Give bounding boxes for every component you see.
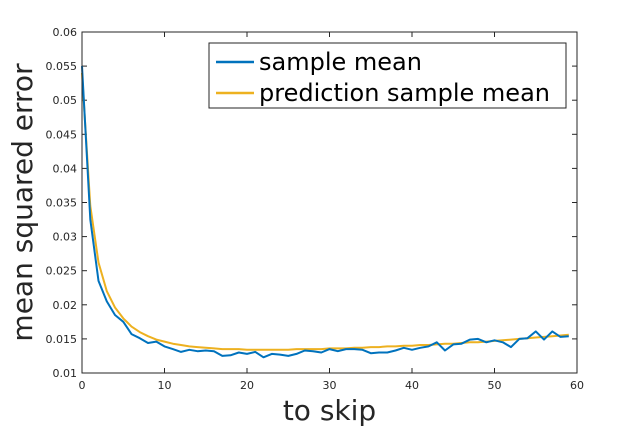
legend-label: sample mean bbox=[259, 48, 422, 76]
legend: sample mean prediction sample mean bbox=[208, 42, 567, 109]
y-tick-label: 0.035 bbox=[46, 197, 78, 210]
x-axis-label: to skip bbox=[283, 394, 376, 427]
x-tick-label: 10 bbox=[158, 379, 172, 392]
x-tick-label: 40 bbox=[405, 379, 419, 392]
y-tick-label: 0.01 bbox=[53, 367, 78, 380]
y-tick-label: 0.06 bbox=[53, 26, 78, 39]
axis-ticks: 0 10 20 30 40 50 60 0.01 0.015 0.02 0.025 0.03 0.035… bbox=[46, 26, 585, 392]
series-line-prediction-sample-mean bbox=[81, 72, 569, 351]
y-tick-label: 0.04 bbox=[53, 162, 78, 175]
y-tick-label: 0.03 bbox=[53, 231, 78, 244]
y-tick-label: 0.045 bbox=[46, 128, 78, 141]
axes-box bbox=[81, 31, 578, 374]
x-tick-label: 30 bbox=[323, 379, 337, 392]
plot-area bbox=[81, 66, 569, 359]
x-tick-label: 50 bbox=[488, 379, 502, 392]
y-tick-label: 0.02 bbox=[53, 299, 78, 312]
legend-label: prediction sample mean bbox=[259, 79, 550, 107]
y-tick-label: 0.015 bbox=[46, 333, 78, 346]
y-tick-label: 0.05 bbox=[53, 94, 78, 107]
y-tick-label: 0.025 bbox=[46, 265, 78, 278]
y-tick-label: 0.055 bbox=[46, 60, 78, 73]
x-tick-label: 60 bbox=[570, 379, 584, 392]
x-tick-label: 20 bbox=[240, 379, 254, 392]
series-line-sample-mean bbox=[81, 66, 569, 359]
legend-box bbox=[208, 42, 567, 109]
y-axis-label: mean squared error bbox=[6, 63, 39, 342]
x-tick-label: 0 bbox=[79, 379, 86, 392]
